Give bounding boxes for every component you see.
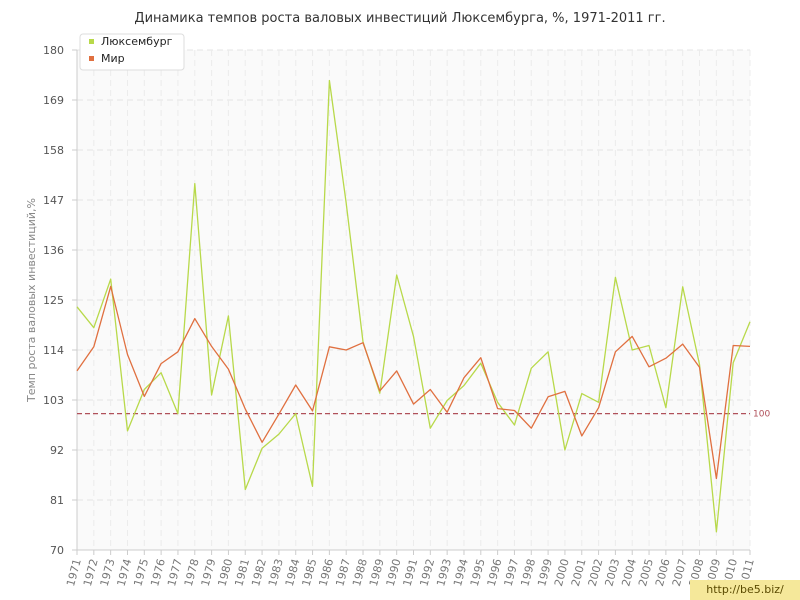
x-axis-ticks: 1971197219731974197519761977197819791980… — [64, 550, 757, 588]
reference-line-label: 100 — [753, 410, 770, 420]
reference-line-group: 100 — [77, 410, 770, 420]
legend-box — [79, 33, 185, 71]
y-tick-label: 114 — [43, 344, 64, 357]
legend-label: Мир — [101, 52, 125, 65]
series-line-2 — [76, 285, 751, 480]
y-tick-label: 136 — [43, 244, 64, 257]
legend-label: Люксембург — [101, 35, 173, 48]
y-axis-label: Темп роста валовых инвестиций,% — [25, 198, 38, 403]
y-tick-label: 169 — [43, 94, 64, 107]
grid — [76, 49, 751, 551]
watermark: http://be5.biz/ — [690, 580, 800, 600]
y-tick-label: 180 — [43, 44, 64, 57]
y-tick-label: 92 — [50, 444, 64, 457]
y-tick-label: 158 — [43, 144, 64, 157]
series-group — [76, 79, 751, 533]
y-tick-label: 70 — [50, 544, 64, 557]
legend-marker — [89, 56, 94, 61]
y-tick-label: 103 — [43, 394, 64, 407]
series-line-1 — [76, 79, 751, 533]
y-tick-label: 81 — [50, 494, 64, 507]
legend: Люксембург Мир — [79, 33, 185, 71]
y-tick-label: 147 — [43, 194, 64, 207]
y-tick-label: 125 — [43, 294, 64, 307]
legend-marker — [89, 39, 94, 44]
chart-title: Динамика темпов роста валовых инвестиций… — [134, 11, 665, 26]
y-axis-ticks: 70 81 92 103 114 125 136 147 158 169 180 — [43, 44, 77, 557]
